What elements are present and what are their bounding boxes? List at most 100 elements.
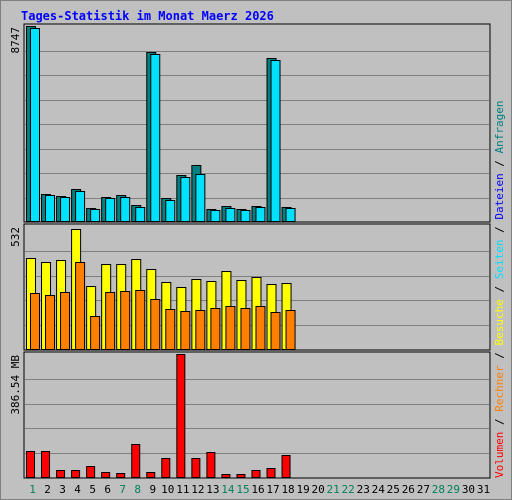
legend-item-volumen: Volumen [493,432,506,478]
bar-volumen-day-9 [146,472,156,478]
x-tick-label-day-31: 31 [477,483,490,496]
bar-volumen-day-12 [191,458,201,478]
x-tick-label-day-6: 6 [104,483,111,496]
bar-volumen-day-4 [71,470,81,478]
bar-rechner-day-4 [75,262,86,350]
bar-seiten-day-16 [255,207,266,222]
bar-volumen-day-2 [41,451,51,478]
bar-volumen-day-11 [176,354,186,478]
legend-separator: / [493,279,506,299]
x-tick-label-day-13: 13 [206,483,219,496]
bar-seiten-day-14 [225,208,236,222]
x-tick-label-day-4: 4 [74,483,81,496]
x-tick-label-day-30: 30 [462,483,475,496]
bar-rechner-day-12 [195,310,206,350]
x-tick-label-day-27: 27 [417,483,430,496]
bar-seiten-day-15 [240,210,251,222]
bar-seiten-day-3 [60,197,71,222]
x-tick-label-day-29: 29 [447,483,460,496]
bar-rechner-day-3 [60,292,71,350]
x-tick-label-day-25: 25 [387,483,400,496]
legend-separator: / [493,412,506,432]
bar-rechner-day-10 [165,309,176,350]
bar-seiten-day-11 [180,177,191,222]
x-tick-label-day-15: 15 [236,483,249,496]
y-max-label-requests: 8747 [9,27,22,54]
x-tick-label-day-9: 9 [149,483,156,496]
legend-separator: / [493,346,506,366]
x-tick-label-day-28: 28 [432,483,445,496]
bar-seiten-day-12 [195,174,206,222]
bar-volumen-day-18 [281,455,291,478]
y-max-label-visits: 532 [9,227,22,247]
legend-separator: / [493,220,506,240]
bar-seiten-day-7 [120,197,131,222]
legend-separator: / [493,153,506,173]
x-tick-label-day-24: 24 [372,483,386,496]
x-tick-label-day-7: 7 [119,483,126,496]
panel-requests [23,23,491,223]
legend-item-rechner: Rechner [493,365,506,412]
bar-rechner-day-1 [30,293,40,350]
bar-volumen-day-7 [116,473,126,478]
y-max-label-volume: 386.54 MB [9,355,22,415]
bar-rechner-day-13 [210,308,221,350]
legend-item-dateien: Dateien [493,173,506,219]
bar-rechner-day-6 [105,292,116,350]
bar-volumen-day-10 [161,458,171,478]
bar-rechner-day-14 [225,306,236,350]
bar-rechner-day-11 [180,311,191,350]
x-tick-label-day-1: 1 [29,483,36,496]
bar-seiten-day-13 [210,210,221,222]
bar-rechner-day-2 [45,295,56,350]
bar-volumen-day-14 [221,474,231,478]
bar-seiten-day-5 [90,209,101,222]
x-tick-label-day-17: 17 [266,483,279,496]
bar-seiten-day-1 [30,28,40,222]
legend-item-besuche: Besuche [493,299,506,345]
bar-rechner-day-18 [285,310,296,350]
bar-seiten-day-18 [285,208,296,222]
x-tick-label-day-22: 22 [342,483,355,496]
legend-item-anfragen: Anfragen [493,100,506,153]
bar-volumen-day-3 [56,470,66,478]
bar-volumen-day-16 [251,470,261,478]
bar-volumen-day-1 [26,451,35,478]
x-tick-label-day-21: 21 [327,483,340,496]
chart-title: Tages-Statistik im Monat Maerz 2026 [21,9,274,23]
bar-volumen-day-17 [266,468,276,478]
bar-seiten-day-10 [165,200,176,222]
x-tick-label-day-14: 14 [221,483,235,496]
bar-seiten-day-6 [105,198,116,222]
bar-volumen-day-6 [101,472,111,478]
x-tick-label-day-2: 2 [44,483,51,496]
x-tick-label-day-16: 16 [251,483,264,496]
bar-seiten-day-8 [135,207,146,222]
legend-item-seiten: Seiten [493,240,506,280]
x-tick-label-day-23: 23 [357,483,370,496]
x-tick-label-day-10: 10 [161,483,174,496]
bar-volumen-day-13 [206,452,216,478]
bar-volumen-day-15 [236,474,246,478]
x-tick-label-day-20: 20 [312,483,325,496]
bar-seiten-day-2 [45,195,56,222]
x-tick-label-day-11: 11 [176,483,189,496]
x-tick-label-day-8: 8 [134,483,141,496]
bar-rechner-day-9 [150,299,161,350]
bar-rechner-day-15 [240,308,251,350]
bar-seiten-day-9 [150,54,161,222]
bar-rechner-day-7 [120,291,131,350]
x-tick-label-day-19: 19 [296,483,309,496]
bar-rechner-day-16 [255,306,266,350]
bar-volumen-day-5 [86,466,96,478]
bar-seiten-day-17 [270,60,281,222]
x-tick-label-day-3: 3 [59,483,66,496]
legend: Volumen / Rechner / Besuche / Seiten / D… [493,100,506,478]
bar-volumen-day-8 [131,444,141,478]
bar-rechner-day-8 [135,290,146,350]
x-tick-label-day-26: 26 [402,483,415,496]
x-tick-label-day-12: 12 [191,483,204,496]
x-tick-label-day-18: 18 [281,483,294,496]
bar-rechner-day-5 [90,316,101,350]
